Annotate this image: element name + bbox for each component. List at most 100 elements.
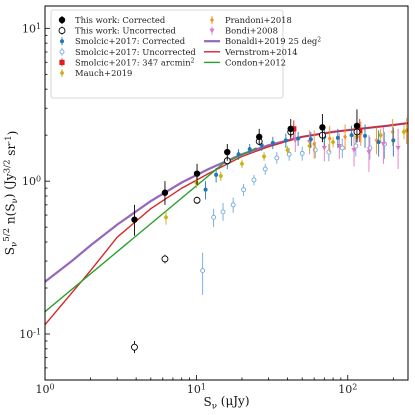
- data-point: [287, 125, 294, 133]
- data-point: [296, 136, 301, 141]
- legend-label: Prandoni+2018: [225, 15, 292, 25]
- data-point: [285, 146, 290, 153]
- data-point: [299, 150, 305, 156]
- legend-entry-bondi: Bondi+2008: [209, 26, 278, 36]
- data-point: [131, 216, 138, 223]
- data-point: [330, 139, 336, 146]
- data-point: [224, 148, 231, 156]
- data-point: [353, 122, 361, 130]
- data-point: [193, 196, 201, 204]
- legend-label: Bondi+2008: [225, 26, 278, 36]
- legend-marker: [59, 70, 65, 76]
- data-point: [220, 209, 226, 215]
- legend-entry-mauch: Mauch+2019: [59, 68, 132, 78]
- data-point: [270, 140, 275, 145]
- point-series-prandoni: [312, 117, 409, 159]
- legend-label: This work: Corrected: [75, 15, 166, 25]
- data-point: [241, 187, 247, 193]
- legend-label: Bonaldi+2019 25 deg2​: [225, 36, 321, 46]
- legend-marker: [59, 49, 65, 55]
- point-series-this_work_corrected: [131, 109, 361, 236]
- legend-label: Smolcic+2017: Corrected: [75, 36, 186, 46]
- legend-entry-smolcic_347: Smolcic+2017: 347 arcmin2​: [59, 57, 195, 67]
- legend-entry-bonaldi: Bonaldi+2019 25 deg2​: [204, 36, 321, 46]
- data-point: [366, 150, 372, 155]
- data-point: [319, 124, 326, 131]
- data-point: [326, 149, 332, 155]
- legend-label: Vernstrom+2014: [224, 47, 298, 57]
- data-point: [262, 166, 268, 172]
- data-point: [321, 145, 327, 151]
- data-point: [312, 141, 317, 147]
- legend-label: This work: Uncorrected: [75, 26, 177, 36]
- data-point: [367, 145, 373, 151]
- legend-entry-this_work_uncorrected: This work: Uncorrected: [58, 26, 177, 36]
- data-point: [363, 133, 368, 138]
- data-point: [131, 343, 138, 351]
- legend-label: Smolcic+2017: Uncorrected: [75, 47, 196, 57]
- legend-marker: [60, 39, 64, 44]
- x-axis-label: Sν​ (μJy): [203, 394, 249, 412]
- point-series-smolcic_corrected: [203, 124, 396, 200]
- legend-label: Condon+2012: [225, 57, 286, 67]
- plot-frame: [44, 5, 409, 381]
- tick-group: 100​ 101​ 102​ 10-1​ 100​ 101​: [19, 22, 394, 396]
- x-tick-label: 102​: [338, 382, 357, 396]
- data-point: [391, 138, 396, 143]
- data-point: [163, 214, 169, 221]
- legend-marker: [58, 27, 66, 35]
- data-point: [395, 145, 401, 151]
- y-tick-label: 10-1​: [19, 327, 41, 341]
- data-point: [239, 160, 245, 167]
- data-point: [218, 173, 224, 180]
- data-point: [339, 145, 345, 151]
- legend-entry-prandoni: Prandoni+2018: [210, 15, 292, 25]
- data-point: [236, 152, 241, 157]
- data-point: [335, 135, 340, 140]
- x-tick-label: 101​: [187, 382, 206, 396]
- data-point: [255, 133, 263, 141]
- data-point: [380, 142, 387, 147]
- legend-marker: [209, 28, 215, 34]
- data-point: [200, 268, 206, 274]
- data-point: [230, 202, 236, 208]
- data-point: [308, 137, 313, 142]
- y-tick-label: 100​: [22, 175, 41, 189]
- data-point: [401, 128, 407, 135]
- data-point: [214, 172, 219, 177]
- legend-entry-vernstrom: Vernstrom+2014: [204, 47, 298, 57]
- legend-entry-smolcic_corrected: Smolcic+2017: Corrected: [60, 36, 186, 46]
- data-point: [327, 135, 332, 142]
- point-series-group: [131, 109, 409, 354]
- legend-entry-this_work_corrected: This work: Corrected: [58, 15, 166, 25]
- axis-labels: Sν​ (μJy) Sν​5/2​ n(Sν​) (Jy3/2​ sr-1​): [2, 131, 249, 412]
- data-point: [274, 155, 280, 161]
- data-point: [358, 130, 363, 137]
- legend-box: [50, 9, 284, 99]
- data-point: [283, 138, 288, 143]
- data-point: [247, 147, 252, 152]
- data-point: [349, 133, 354, 138]
- data-point: [374, 137, 379, 143]
- data-point: [193, 170, 201, 177]
- legend-entry-smolcic_uncorrected: Smolcic+2017: Uncorrected: [59, 47, 196, 57]
- data-point: [161, 189, 169, 196]
- data-point: [203, 187, 208, 192]
- legend-label: Smolcic+2017: 347 arcmin2​: [75, 57, 195, 67]
- legend-label: Mauch+2019: [75, 68, 132, 78]
- line-series-condon: [44, 147, 257, 313]
- legend-marker: [58, 16, 66, 24]
- data-point: [194, 179, 199, 186]
- data-point: [211, 214, 217, 220]
- y-tick-label: 101​: [22, 22, 41, 36]
- data-point: [261, 153, 267, 160]
- data-point: [378, 132, 383, 139]
- y-axis-label: Sν​5/2​ n(Sν​) (Jy3/2​ sr-1​): [2, 131, 20, 256]
- legend-marker: [59, 59, 65, 65]
- x-tick-label: 100​: [35, 382, 54, 396]
- data-point: [351, 147, 357, 153]
- data-point: [376, 140, 381, 145]
- legend-entry-condon: Condon+2012: [204, 57, 286, 67]
